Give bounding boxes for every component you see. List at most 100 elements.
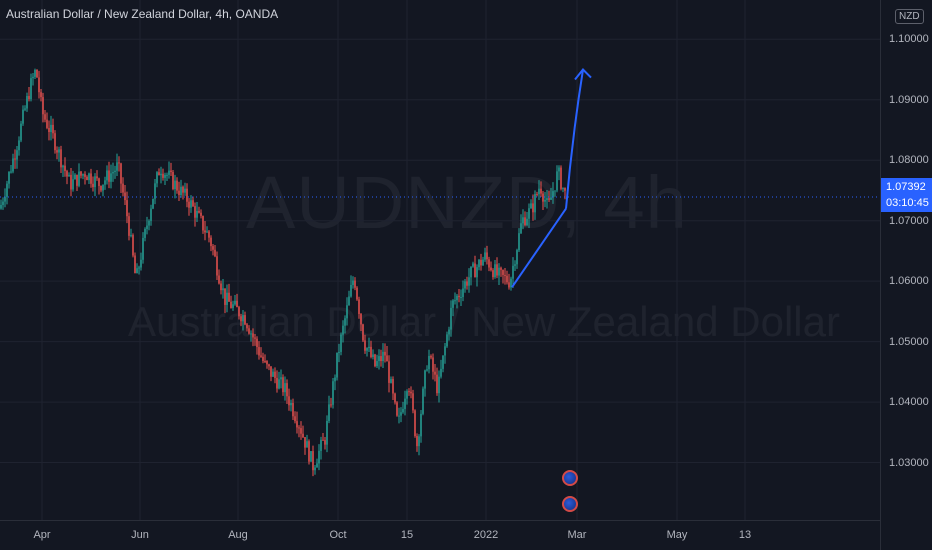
candle-body bbox=[552, 191, 554, 198]
candle-body bbox=[76, 174, 78, 186]
candle-body bbox=[240, 316, 242, 322]
chart-area[interactable]: AUDNZD, 4h Australian Dollar / New Zeala… bbox=[0, 0, 880, 520]
candle-body bbox=[268, 364, 270, 367]
candle-body bbox=[88, 173, 90, 181]
candle-body bbox=[430, 356, 432, 358]
candle-body bbox=[316, 463, 318, 468]
candle-body bbox=[340, 334, 342, 352]
candle-body bbox=[500, 267, 502, 270]
candle-body bbox=[544, 199, 546, 202]
australia-flag-icon[interactable] bbox=[562, 470, 578, 486]
candle-body bbox=[288, 396, 290, 406]
candle-body bbox=[44, 114, 46, 120]
candle-body bbox=[48, 127, 50, 133]
candle-body bbox=[530, 203, 532, 209]
candle-body bbox=[462, 288, 464, 298]
candle-body bbox=[476, 267, 478, 278]
candle-body bbox=[182, 186, 184, 193]
candle-body bbox=[446, 334, 448, 347]
candle-body bbox=[528, 208, 530, 219]
candle-body bbox=[10, 171, 12, 173]
candle-body bbox=[104, 180, 106, 185]
candle-body bbox=[374, 354, 376, 367]
candle-body bbox=[98, 178, 100, 186]
candle-body bbox=[264, 361, 266, 363]
price-tick-label: 1.09000 bbox=[889, 93, 929, 106]
candle-body bbox=[178, 190, 180, 196]
candle-body bbox=[418, 436, 420, 447]
candle-body bbox=[26, 96, 28, 109]
candle-body bbox=[276, 377, 278, 389]
candle-body bbox=[180, 186, 182, 196]
candle-body bbox=[490, 267, 492, 271]
candle-body bbox=[320, 439, 322, 451]
candle-body bbox=[22, 109, 24, 124]
candle-body bbox=[146, 225, 148, 229]
candle-body bbox=[488, 259, 490, 268]
candle-body bbox=[526, 218, 528, 226]
candle-body bbox=[116, 162, 118, 171]
candle-body bbox=[118, 162, 120, 164]
candle-body bbox=[202, 215, 204, 231]
candle-body bbox=[210, 237, 212, 247]
candle-body bbox=[198, 210, 200, 213]
candle-body bbox=[422, 388, 424, 414]
candle-body bbox=[362, 324, 364, 341]
candle-body bbox=[560, 167, 562, 189]
price-axis[interactable]: NZD 1.03000 1.04000 1.05000 1.06000 1.07000 1… bbox=[880, 0, 932, 550]
candle-body bbox=[18, 140, 20, 151]
time-tick-label: Aug bbox=[228, 529, 248, 541]
candle-body bbox=[258, 347, 260, 356]
candle-body bbox=[68, 174, 70, 177]
candle-body bbox=[144, 228, 146, 238]
candle-body bbox=[512, 265, 514, 279]
candle-body bbox=[338, 351, 340, 353]
candle-body bbox=[24, 108, 26, 110]
candle-body bbox=[12, 158, 14, 172]
candle-body bbox=[542, 193, 544, 202]
candle-body bbox=[564, 187, 566, 191]
currency-label[interactable]: NZD bbox=[895, 9, 924, 24]
candle-body bbox=[458, 295, 460, 298]
candle-body bbox=[452, 300, 454, 308]
candle-body bbox=[502, 269, 504, 275]
time-axis[interactable]: Apr Jun Aug Oct 15 2022 Mar May 13 bbox=[0, 520, 880, 550]
symbol-title[interactable]: Australian Dollar / New Zealand Dollar, … bbox=[6, 7, 279, 21]
australia-flag-icon[interactable] bbox=[562, 496, 578, 512]
candle-body bbox=[132, 235, 134, 256]
candle-body bbox=[504, 274, 506, 276]
candle-body bbox=[52, 124, 54, 134]
candle-body bbox=[454, 300, 456, 302]
candle-body bbox=[400, 412, 402, 416]
candle-body bbox=[192, 200, 194, 207]
candle-body bbox=[556, 171, 558, 191]
candle-body bbox=[448, 329, 450, 335]
candle-body bbox=[440, 368, 442, 377]
candle-body bbox=[108, 170, 110, 182]
candle-body bbox=[306, 441, 308, 448]
candle-body bbox=[266, 361, 268, 365]
candle-body bbox=[518, 233, 520, 251]
candle-body bbox=[136, 268, 138, 274]
candle-body bbox=[470, 266, 472, 278]
candle-body bbox=[206, 231, 208, 233]
candle-body bbox=[142, 237, 144, 260]
candle-body bbox=[80, 171, 82, 176]
price-plot[interactable] bbox=[0, 0, 880, 520]
candle-body bbox=[382, 351, 384, 362]
candle-body bbox=[14, 158, 16, 160]
candle-body bbox=[324, 440, 326, 445]
candle-body bbox=[174, 180, 176, 190]
candle-body bbox=[554, 190, 556, 192]
candle-body bbox=[390, 379, 392, 383]
candle-body bbox=[310, 451, 312, 462]
candle-body bbox=[298, 427, 300, 429]
candle-body bbox=[162, 173, 164, 178]
candle-body bbox=[20, 123, 22, 141]
candle-body bbox=[6, 183, 8, 197]
candle-body bbox=[344, 318, 346, 326]
candle-body bbox=[388, 361, 390, 383]
price-tick-label: 1.10000 bbox=[889, 33, 929, 46]
candle-body bbox=[536, 194, 538, 196]
candle-body bbox=[386, 355, 388, 362]
